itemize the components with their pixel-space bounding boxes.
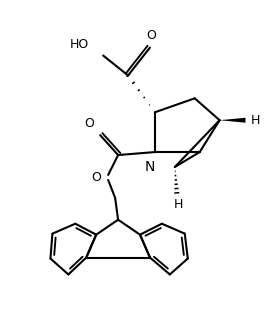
Text: H: H	[250, 114, 260, 127]
Text: H: H	[174, 198, 183, 211]
Text: O: O	[146, 29, 156, 42]
Text: O: O	[91, 172, 101, 184]
Text: O: O	[84, 117, 94, 130]
Polygon shape	[220, 118, 246, 123]
Text: N: N	[145, 160, 155, 174]
Text: HO: HO	[70, 38, 89, 50]
